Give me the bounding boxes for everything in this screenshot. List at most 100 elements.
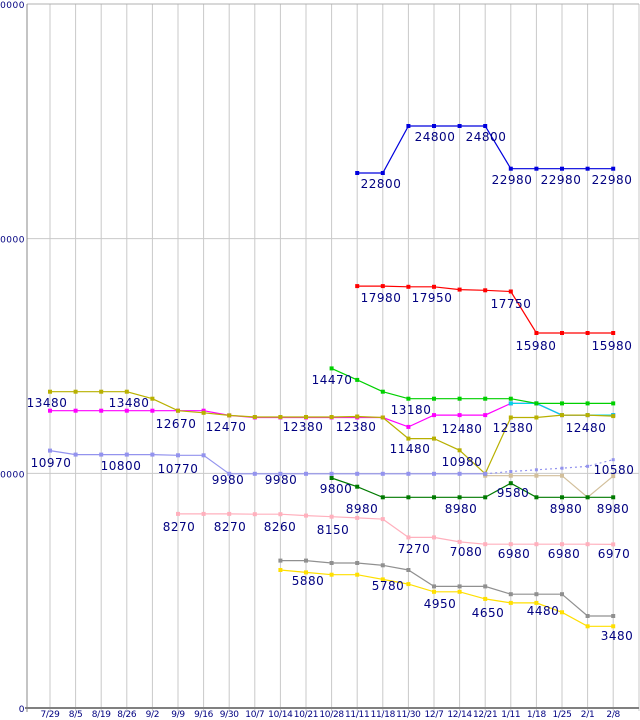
data-point-marker (99, 408, 104, 413)
data-point-marker (560, 401, 564, 406)
value-label: 10580 (594, 463, 635, 477)
data-point-marker (304, 513, 308, 518)
x-tick-label: 1/18 (527, 710, 547, 720)
data-point-marker (99, 389, 104, 394)
data-point-marker (432, 413, 436, 418)
value-label: 7270 (398, 542, 431, 556)
data-point-marker (380, 284, 385, 289)
y-tick-label: 0 (19, 705, 25, 715)
value-label: 22980 (592, 173, 633, 187)
data-point-marker (560, 466, 564, 470)
data-point-marker (611, 414, 616, 419)
data-point-marker (457, 396, 462, 401)
data-point-marker (611, 614, 616, 618)
data-point-marker (406, 582, 411, 587)
value-label: 7080 (450, 545, 483, 559)
data-point-marker (457, 413, 462, 418)
series-line (178, 513, 614, 546)
data-point-marker (611, 401, 616, 406)
x-tick-label: 9/2 (146, 710, 160, 720)
data-point-marker (329, 561, 334, 565)
data-point-marker (560, 610, 564, 615)
data-point-marker (457, 448, 462, 453)
data-point-marker (432, 396, 436, 401)
data-point-marker (278, 568, 283, 572)
data-point-marker (432, 284, 436, 289)
data-point-marker (355, 515, 360, 520)
value-label: 15980 (516, 339, 557, 353)
data-point-marker (278, 415, 283, 419)
x-tick-label: 12/14 (447, 710, 472, 720)
data-point-marker (432, 584, 436, 589)
x-tick-label: 9/9 (171, 710, 185, 720)
data-point-marker (611, 624, 616, 629)
value-label: 13180 (391, 403, 432, 417)
data-point-marker (150, 408, 155, 413)
data-point-marker (329, 366, 334, 371)
value-labels: 22800 24800 24800 22980 22980 22980 17980 17950… (27, 130, 635, 643)
value-label: 8980 (550, 502, 583, 516)
value-label: 6970 (598, 547, 631, 561)
series-red (355, 284, 616, 335)
data-point-marker (252, 471, 257, 476)
data-point-marker (560, 413, 564, 418)
data-point-marker (508, 289, 513, 294)
data-point-marker (508, 542, 513, 547)
x-tick-label: 12/7 (424, 710, 443, 720)
data-point-marker (508, 166, 513, 171)
series-dark-green (329, 476, 616, 500)
value-label: 24800 (466, 130, 507, 144)
x-tick-label: 9/16 (194, 710, 214, 720)
data-point-marker (508, 592, 513, 597)
data-point-marker (585, 413, 590, 418)
data-point-marker (227, 413, 232, 418)
axes (25, 4, 639, 712)
data-point-marker (508, 396, 513, 401)
data-point-marker (508, 473, 513, 478)
data-point-marker (406, 568, 411, 572)
data-point-marker (508, 415, 513, 420)
series-green (329, 366, 616, 406)
data-point-marker (406, 436, 411, 441)
value-label: 9580 (497, 486, 530, 500)
data-point-marker (176, 511, 180, 516)
data-point-marker (380, 517, 385, 522)
value-label: 9980 (265, 473, 298, 487)
value-label: 12380 (336, 420, 377, 434)
x-tick-label: 8/19 (92, 710, 112, 720)
data-point-marker (73, 452, 78, 457)
data-point-marker (150, 452, 155, 457)
data-point-marker (176, 408, 180, 413)
data-point-marker (611, 542, 616, 547)
value-label: 12480 (442, 422, 483, 436)
value-label: 4480 (527, 604, 560, 618)
x-tick-label: 10/7 (245, 710, 264, 720)
data-point-marker (380, 389, 385, 394)
data-point-marker (48, 408, 52, 413)
series-line (280, 569, 614, 627)
value-label: 10970 (31, 456, 72, 470)
value-label: 17750 (491, 297, 532, 311)
value-label: 8980 (597, 502, 630, 516)
data-point-marker (201, 453, 206, 458)
data-point-marker (586, 464, 590, 468)
series-pink (176, 511, 616, 547)
data-point-marker (304, 558, 308, 563)
value-label: 12380 (283, 420, 324, 434)
value-label: 4650 (472, 606, 505, 620)
data-point-marker (585, 401, 590, 406)
data-point-marker (355, 471, 360, 476)
data-point-marker (201, 410, 206, 415)
data-point-marker (304, 570, 308, 575)
value-label: 12380 (493, 421, 534, 435)
data-point-marker (73, 408, 78, 413)
data-point-marker (380, 171, 385, 175)
data-point-marker (534, 331, 539, 335)
data-point-marker (534, 495, 539, 500)
data-point-marker (150, 396, 155, 401)
data-point-marker (457, 471, 462, 476)
x-tick-label: 10/28 (319, 710, 344, 720)
series-periwinkle-trend (483, 458, 615, 476)
value-label: 12480 (566, 421, 607, 435)
